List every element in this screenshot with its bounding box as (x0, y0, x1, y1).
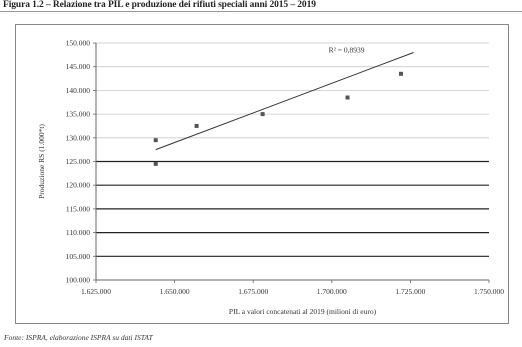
data-point-2 (194, 123, 199, 128)
scatter-chart: 100.000 105.000 110.000 115.000 120.000 125.0… (37, 39, 504, 317)
y-tick-label-5: 125.000 (66, 157, 91, 166)
y-tick-label-0: 100.000 (66, 276, 91, 285)
y-tick-label-10: 150.000 (66, 39, 91, 48)
x-tick-label-2: 1.675.000 (238, 287, 268, 296)
trendline (155, 52, 414, 151)
x-tick-label-0: 1.625.000 (81, 287, 111, 296)
data-point-3 (260, 112, 265, 117)
title-divider (0, 11, 522, 12)
y-tick-label-3: 115.000 (66, 204, 90, 213)
y-axis-label: Produzione RS (1.000*t) (37, 124, 46, 199)
data-point-4 (345, 95, 350, 100)
y-tick-label-4: 120.000 (66, 181, 91, 190)
x-tick-label-3: 1.700.000 (317, 287, 347, 296)
source-note: Fonte: ISPRA, elaborazione ISPRA su dati… (4, 333, 153, 342)
r-squared-annotation: R² = 0,8939 (329, 45, 365, 54)
data-point-5 (398, 71, 403, 76)
y-tick-label-2: 110.000 (66, 228, 90, 237)
figure-title: Figura 1.2 – Relazione tra PIL e produzi… (3, 0, 316, 10)
data-point-0 (153, 138, 158, 143)
data-point-1 (153, 161, 158, 166)
y-tick-label-6: 130.000 (66, 133, 91, 142)
chart-frame (15, 24, 509, 324)
x-tick-label-4: 1.725.000 (395, 287, 425, 296)
y-tick-label-8: 140.000 (66, 86, 91, 95)
x-tick-label-5: 1.750.000 (474, 287, 504, 296)
y-tick-label-1: 105.000 (66, 252, 91, 261)
y-tick-label-7: 135.000 (66, 110, 91, 119)
x-axis-label: PIL a valori concatenati al 2019 (milion… (229, 307, 377, 316)
x-tick-label-1: 1.650.000 (160, 287, 190, 296)
y-tick-label-9: 145.000 (66, 62, 91, 71)
